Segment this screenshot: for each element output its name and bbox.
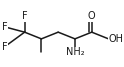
Text: F: F	[22, 11, 27, 21]
Text: OH: OH	[108, 34, 124, 44]
Text: O: O	[88, 11, 96, 21]
Text: F: F	[2, 22, 7, 32]
Text: NH₂: NH₂	[66, 47, 84, 57]
Text: F: F	[2, 42, 7, 52]
